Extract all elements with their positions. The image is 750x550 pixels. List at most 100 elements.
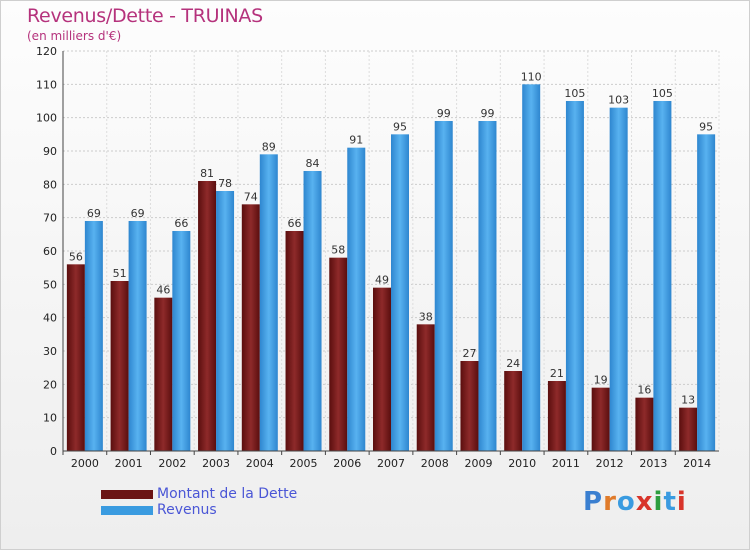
bars-layer [66,84,716,452]
bar-debt [635,397,654,451]
data-label: 110 [521,70,542,83]
x-tick-label: 2001 [115,457,143,470]
bar-debt [329,257,348,451]
bar-revenus [434,121,453,451]
bar-revenus [172,231,191,451]
x-tick-label: 2014 [683,457,711,470]
data-label: 95 [699,120,713,133]
y-tick-label: 20 [43,378,57,391]
x-tick-label: 2002 [158,457,186,470]
logo-letter: t [663,487,677,517]
chart-title: Revenus/Dette - TRUINAS [27,5,263,27]
y-tick-label: 30 [43,345,57,358]
labels-layer: 56 69 51 69 46 66 81 78 74 89 66 84 58 91 49 95 38 99 27 99… [69,70,713,406]
bar-revenus [259,154,278,452]
bar-revenus [128,221,147,451]
x-tick-label: 2006 [333,457,361,470]
y-tick-label: 120 [36,45,57,58]
bar-debt [591,387,610,451]
bar-revenus [478,121,497,451]
axis-layer: 0 10 20 30 40 50 60 70 80 90 100 110 120 2000 2001 2002… [36,45,719,470]
y-tick-label: 90 [43,145,57,158]
data-label: 95 [393,120,407,133]
legend-label-revenus: Revenus [157,502,217,518]
bar-debt [504,371,523,451]
data-label: 74 [244,190,258,203]
bar-revenus [609,107,628,452]
data-label: 13 [681,394,695,407]
data-label: 27 [462,347,476,360]
y-tick-label: 70 [43,212,57,225]
bar-revenus [391,134,409,452]
bar-debt [110,281,129,451]
x-tick-label: 2004 [246,457,274,470]
x-tick-label: 2011 [552,457,580,470]
legend-label-debt: Montant de la Dette [157,486,298,502]
legend-swatch-revenus [101,505,153,515]
logo-letter: o [616,487,636,517]
y-tick-label: 50 [43,278,57,291]
y-tick-label: 10 [43,412,57,425]
x-tick-label: 2000 [71,457,99,470]
legend: Montant de la Dette Revenus [101,486,297,518]
logo-letter: r [603,487,617,517]
data-label: 16 [637,384,651,397]
x-tick-label: 2012 [596,457,624,470]
bar-debt [547,381,566,451]
x-tick-label: 2009 [464,457,492,470]
logo-letter: x [635,487,654,517]
bar-debt [198,181,217,451]
data-label: 51 [113,267,127,280]
data-label: 103 [608,94,629,107]
x-tick-label: 2005 [290,457,318,470]
data-label: 24 [506,357,520,370]
data-label: 99 [437,107,451,120]
logo-letter: P [583,487,604,517]
bar-debt [241,204,260,451]
data-label: 46 [156,284,170,297]
data-label: 66 [174,217,188,230]
bar-debt [416,324,435,451]
y-tick-label: 0 [50,445,57,458]
data-label: 38 [419,310,433,323]
legend-item-revenus: Revenus [101,502,297,518]
data-label: 58 [331,244,345,257]
x-tick-label: 2013 [639,457,667,470]
data-label: 99 [480,107,494,120]
bar-debt [66,264,85,451]
data-label: 105 [564,87,585,100]
data-label: 84 [306,157,320,170]
y-tick-label: 80 [43,178,57,191]
bar-revenus [216,191,235,451]
x-tick-label: 2008 [421,457,449,470]
y-tick-label: 60 [43,245,57,258]
bar-revenus [697,134,716,452]
bar-revenus [347,147,366,451]
bar-debt [679,407,698,451]
x-tick-label: 2003 [202,457,230,470]
data-label: 81 [200,167,214,180]
y-tick-label: 40 [43,312,57,325]
x-tick-label: 2007 [377,457,405,470]
legend-item-debt: Montant de la Dette [101,486,297,502]
data-label: 66 [288,217,302,230]
bar-debt [373,287,391,451]
x-tick-label: 2010 [508,457,536,470]
data-label: 21 [550,367,564,380]
data-label: 19 [594,374,608,387]
bar-revenus [565,101,584,451]
bar-revenus [303,171,322,451]
chart-subtitle: (en milliers d'€) [27,29,122,43]
bar-debt [460,361,479,451]
bar-debt [154,297,173,451]
bar-revenus [653,101,672,451]
data-label: 78 [218,177,232,190]
data-label: 56 [69,250,83,263]
data-label: 69 [87,207,101,220]
y-tick-label: 100 [36,112,57,125]
y-tick-label: 110 [36,78,57,91]
data-label: 69 [131,207,145,220]
bar-revenus [84,221,103,451]
